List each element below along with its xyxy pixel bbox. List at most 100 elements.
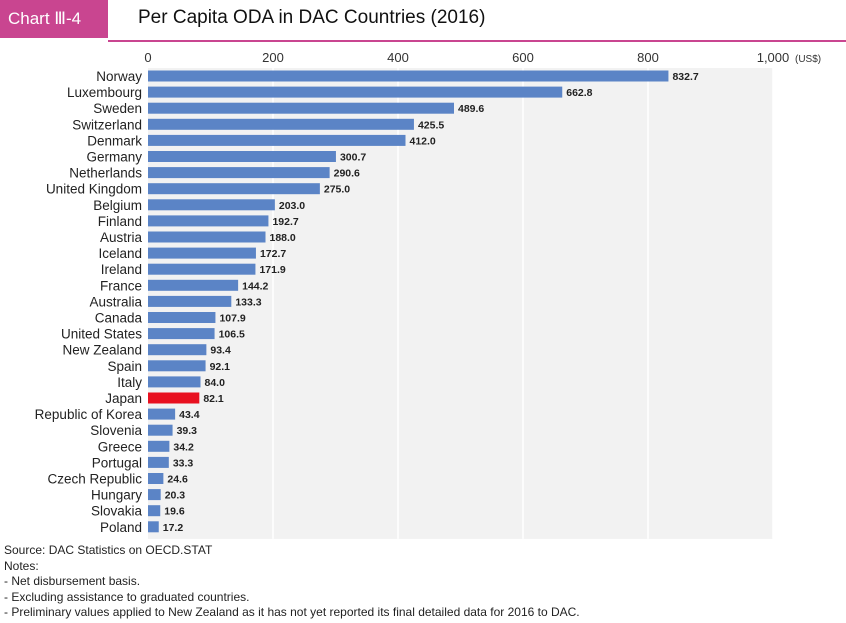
- value-label: 34.2: [173, 441, 194, 453]
- chart-header: Chart Ⅲ-4 Per Capita ODA in DAC Countrie…: [0, 0, 846, 42]
- category-label: Germany: [86, 150, 142, 165]
- category-label: Poland: [100, 520, 142, 535]
- category-label: Republic of Korea: [35, 407, 143, 422]
- category-label: Spain: [107, 359, 142, 374]
- value-label: 275.0: [324, 184, 350, 196]
- bar: [148, 134, 406, 146]
- bar: [148, 263, 256, 275]
- bar: [148, 456, 169, 468]
- value-label: 84.0: [205, 377, 226, 389]
- category-label: Ireland: [101, 262, 142, 277]
- category-label: Portugal: [92, 455, 142, 470]
- value-label: 171.9: [259, 264, 285, 276]
- value-label: 144.2: [242, 280, 268, 292]
- value-label: 24.6: [167, 474, 188, 486]
- value-label: 489.6: [458, 103, 484, 115]
- bar: [148, 489, 161, 501]
- value-label: 192.7: [272, 216, 298, 228]
- category-label: Greece: [98, 439, 142, 454]
- category-label: Japan: [105, 391, 142, 406]
- bar: [148, 151, 336, 162]
- bar: [148, 328, 215, 340]
- bar: [148, 86, 563, 98]
- bar: [148, 167, 330, 179]
- category-label: Canada: [95, 311, 143, 326]
- bar: [148, 424, 173, 436]
- value-label: 300.7: [340, 152, 366, 164]
- value-label: 19.6: [164, 506, 185, 518]
- value-label: 188.0: [270, 232, 296, 244]
- notes-heading: Notes:: [4, 558, 39, 573]
- bar: [148, 408, 176, 420]
- value-label: 133.3: [235, 296, 261, 308]
- bar: [148, 183, 320, 195]
- category-label: Norway: [96, 69, 142, 84]
- bar: [148, 199, 275, 211]
- value-label: 82.1: [203, 393, 224, 405]
- category-label: Netherlands: [69, 166, 142, 181]
- category-label: Slovakia: [91, 504, 143, 519]
- category-label: Australia: [89, 294, 142, 309]
- category-label: United Kingdom: [46, 182, 142, 197]
- category-label: Finland: [98, 214, 142, 229]
- x-tick-label: 1,000: [757, 50, 790, 65]
- value-label: 106.5: [219, 329, 245, 341]
- bar: [148, 376, 201, 388]
- value-label: 425.5: [418, 119, 444, 131]
- bar-highlight: [148, 392, 200, 404]
- notes-block: Source: DAC Statistics on OECD.STAT Note…: [4, 543, 580, 621]
- value-label: 43.4: [179, 409, 200, 421]
- bar: [148, 360, 206, 372]
- bar: [148, 521, 159, 533]
- category-label: Italy: [117, 375, 142, 390]
- category-label: Luxembourg: [67, 85, 142, 100]
- value-label: 39.3: [177, 425, 198, 437]
- value-label: 290.6: [334, 168, 360, 180]
- bar: [148, 118, 414, 130]
- bar: [148, 215, 269, 227]
- bar-chart: 0 200 400 600 800 1,000 (US$) Norway 832.7 Luxemb…: [35, 50, 821, 539]
- value-label: 93.4: [210, 345, 231, 357]
- value-label: 662.8: [566, 87, 592, 99]
- note-item: - Net disbursement basis.: [4, 574, 141, 589]
- bar: [148, 440, 170, 452]
- chart-number-badge: Chart Ⅲ-4: [0, 0, 108, 38]
- bar: [148, 295, 232, 307]
- category-label: Denmark: [87, 133, 142, 148]
- bar: [148, 505, 161, 517]
- bar: [148, 231, 266, 243]
- x-tick-label: 200: [262, 50, 284, 65]
- bar: [148, 473, 164, 484]
- value-label: 17.2: [163, 522, 184, 534]
- bar: [148, 102, 454, 114]
- note-item: - Excluding assistance to graduated coun…: [4, 589, 250, 604]
- x-tick-label: 0: [144, 50, 151, 65]
- category-label: Slovenia: [90, 423, 142, 438]
- category-label: Iceland: [98, 246, 142, 261]
- x-tick-label: 400: [387, 50, 409, 65]
- plot-background: [148, 68, 773, 539]
- x-tick-label: 600: [512, 50, 534, 65]
- category-label: Sweden: [93, 101, 142, 116]
- category-label: United States: [61, 327, 142, 342]
- value-label: 412.0: [410, 135, 436, 147]
- header-rule: [108, 40, 846, 42]
- value-label: 33.3: [173, 457, 194, 469]
- bar: [148, 279, 239, 291]
- value-label: 203.0: [279, 200, 305, 212]
- value-label: 20.3: [165, 490, 186, 502]
- chart-title: Per Capita ODA in DAC Countries (2016): [138, 7, 486, 28]
- bar: [148, 247, 256, 259]
- bar: [148, 70, 669, 82]
- category-label: Switzerland: [72, 117, 142, 132]
- bar: [148, 344, 207, 356]
- value-label: 107.9: [219, 313, 245, 325]
- category-label: New Zealand: [62, 343, 142, 358]
- bar: [148, 312, 216, 323]
- category-label: Hungary: [91, 488, 142, 503]
- category-label: Austria: [100, 230, 143, 245]
- value-label: 172.7: [260, 248, 286, 260]
- value-label: 92.1: [210, 361, 231, 373]
- category-label: Czech Republic: [47, 472, 142, 487]
- category-label: France: [100, 278, 142, 293]
